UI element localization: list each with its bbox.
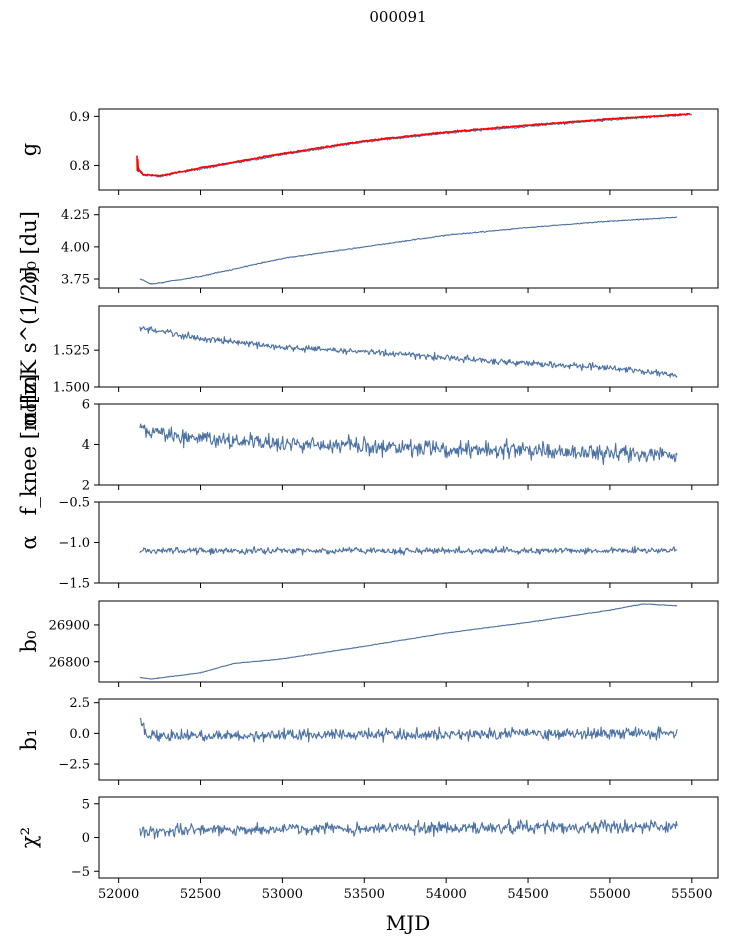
axes-frame-b1 xyxy=(98,698,719,781)
y-tick-label-chi2-1: 0 xyxy=(82,831,90,846)
y-tick-label-b0-1: 26900 xyxy=(49,618,90,633)
series-line-b0 xyxy=(139,603,678,680)
y-axis-label-b1: b₁ xyxy=(17,729,41,751)
y-tick-label-f-knee-1: 4 xyxy=(82,438,90,453)
axes-frame-sigma0-mk xyxy=(98,305,719,388)
axes-frame-chi2 xyxy=(98,796,719,879)
x-tick-label-4: 54000 xyxy=(425,887,466,902)
y-tick-label-sigma0-mk-0: 1.500 xyxy=(53,381,90,396)
y-tick-label-chi2-0: −5 xyxy=(71,865,90,880)
x-tick-label-0: 52000 xyxy=(98,887,139,902)
x-tick-label-2: 53000 xyxy=(262,887,303,902)
y-tick-label-alpha-1: −1.0 xyxy=(58,536,90,551)
series-line-f-knee xyxy=(139,423,678,466)
y-tick-label-sigma0-mk-1: 1.525 xyxy=(53,344,90,359)
y-tick-label-sigma0-du-2: 4.25 xyxy=(61,208,90,223)
series-line-chi2 xyxy=(139,818,678,840)
y-axis-label-b0: b₀ xyxy=(17,631,41,653)
panel-alpha: −1.5 −1.0 −0.5 α xyxy=(17,496,719,592)
y-tick-label-g-1: 0.9 xyxy=(69,110,90,125)
y-axis-label-chi2: χ² xyxy=(17,827,41,848)
axes-frame-alpha xyxy=(98,501,719,584)
axes-frame-sigma0-du xyxy=(98,206,719,289)
series-line-alpha xyxy=(139,545,678,556)
figure-title: 000091 xyxy=(369,8,426,26)
panel-f-knee: 2 4 6 f_knee [mHz] xyxy=(17,374,719,516)
series-line-g-fit xyxy=(136,112,691,177)
series-line-sigma0-du xyxy=(139,216,678,285)
series-line-sigma0-mk xyxy=(139,326,678,378)
panel-b0: 26800 26900 b₀ xyxy=(17,600,719,687)
axes-frame-f-knee xyxy=(98,403,719,486)
y-tick-label-sigma0-du-1: 4.00 xyxy=(61,240,90,255)
x-tick-label-5: 54500 xyxy=(507,887,548,902)
x-axis-ticks: 52000 52500 53000 53500 54000 54500 55000 55500 xyxy=(98,887,713,902)
panels: 0.8 0.9 g 3.75 4.00 4.25 σ₀ [du] 1.500 1.525 σ₀[m… xyxy=(17,108,719,883)
y-tick-label-sigma0-du-0: 3.75 xyxy=(61,273,90,288)
axes-frame-b0 xyxy=(98,600,719,683)
y-axis-label-sigma0-du: σ₀ [du] xyxy=(17,211,41,284)
panel-b1: −2.5 0.0 2.5 b₁ xyxy=(17,696,719,785)
y-axis-label-sigma0-mk: σ₀[mK s^(1/2)] xyxy=(17,267,41,427)
y-tick-label-b1-1: 0.0 xyxy=(69,727,90,742)
y-tick-label-g-0: 0.8 xyxy=(69,159,90,174)
y-tick-label-f-knee-2: 6 xyxy=(82,398,90,413)
panel-sigma0-mk: 1.500 1.525 σ₀[mK s^(1/2)] xyxy=(17,267,719,427)
y-axis-label-alpha: α xyxy=(17,535,41,549)
series-line-g xyxy=(137,113,693,178)
panel-g: 0.8 0.9 g xyxy=(17,108,719,195)
y-axis-label-f-knee: f_knee [mHz] xyxy=(17,374,41,516)
x-tick-label-3: 53500 xyxy=(344,887,385,902)
y-tick-label-chi2-2: 5 xyxy=(82,797,90,812)
axes-frame-g xyxy=(98,108,719,191)
panel-chi2: −5 0 5 χ² xyxy=(17,796,719,883)
series-line-b1 xyxy=(139,717,678,743)
y-axis-label-g: g xyxy=(17,143,41,156)
x-tick-label-7: 55500 xyxy=(671,887,712,902)
y-tick-label-f-knee-0: 2 xyxy=(82,479,90,494)
x-tick-label-1: 52500 xyxy=(180,887,221,902)
x-axis-label: MJD xyxy=(386,911,431,935)
panel-sigma0-du: 3.75 4.00 4.25 σ₀ [du] xyxy=(17,206,719,293)
y-tick-label-b1-0: −2.5 xyxy=(58,758,90,773)
y-tick-label-alpha-2: −0.5 xyxy=(58,496,90,511)
y-tick-label-alpha-0: −1.5 xyxy=(58,577,90,592)
y-tick-label-b1-2: 2.5 xyxy=(69,696,90,711)
y-tick-label-b0-0: 26800 xyxy=(49,655,90,670)
x-tick-label-6: 55000 xyxy=(589,887,630,902)
